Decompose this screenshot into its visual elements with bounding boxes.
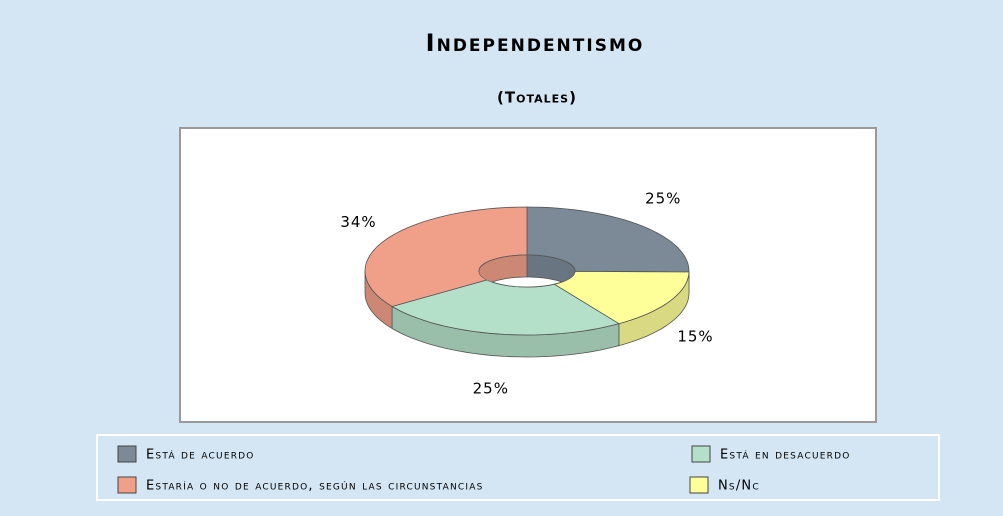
data-label: 34% <box>340 213 376 231</box>
data-label: 25% <box>473 380 509 398</box>
pie <box>364 206 690 358</box>
slice-inner-wall <box>526 255 575 287</box>
chart-title: Independentismo <box>426 29 645 57</box>
legend-swatch <box>117 476 137 494</box>
data-label: 15% <box>677 327 713 345</box>
legend-swatch <box>691 445 711 463</box>
legend-label: Ns/Nc <box>718 479 760 494</box>
legend-label: Estaría o no de acuerdo, según las circu… <box>146 479 484 494</box>
chart-subtitle: (Totales) <box>497 89 577 107</box>
legend-swatch <box>689 476 709 494</box>
legend-swatch <box>117 445 137 463</box>
data-label: 25% <box>645 190 681 208</box>
legend-label: Está en desacuerdo <box>720 448 851 463</box>
legend-label: Está de acuerdo <box>146 448 255 463</box>
legend <box>96 434 940 501</box>
